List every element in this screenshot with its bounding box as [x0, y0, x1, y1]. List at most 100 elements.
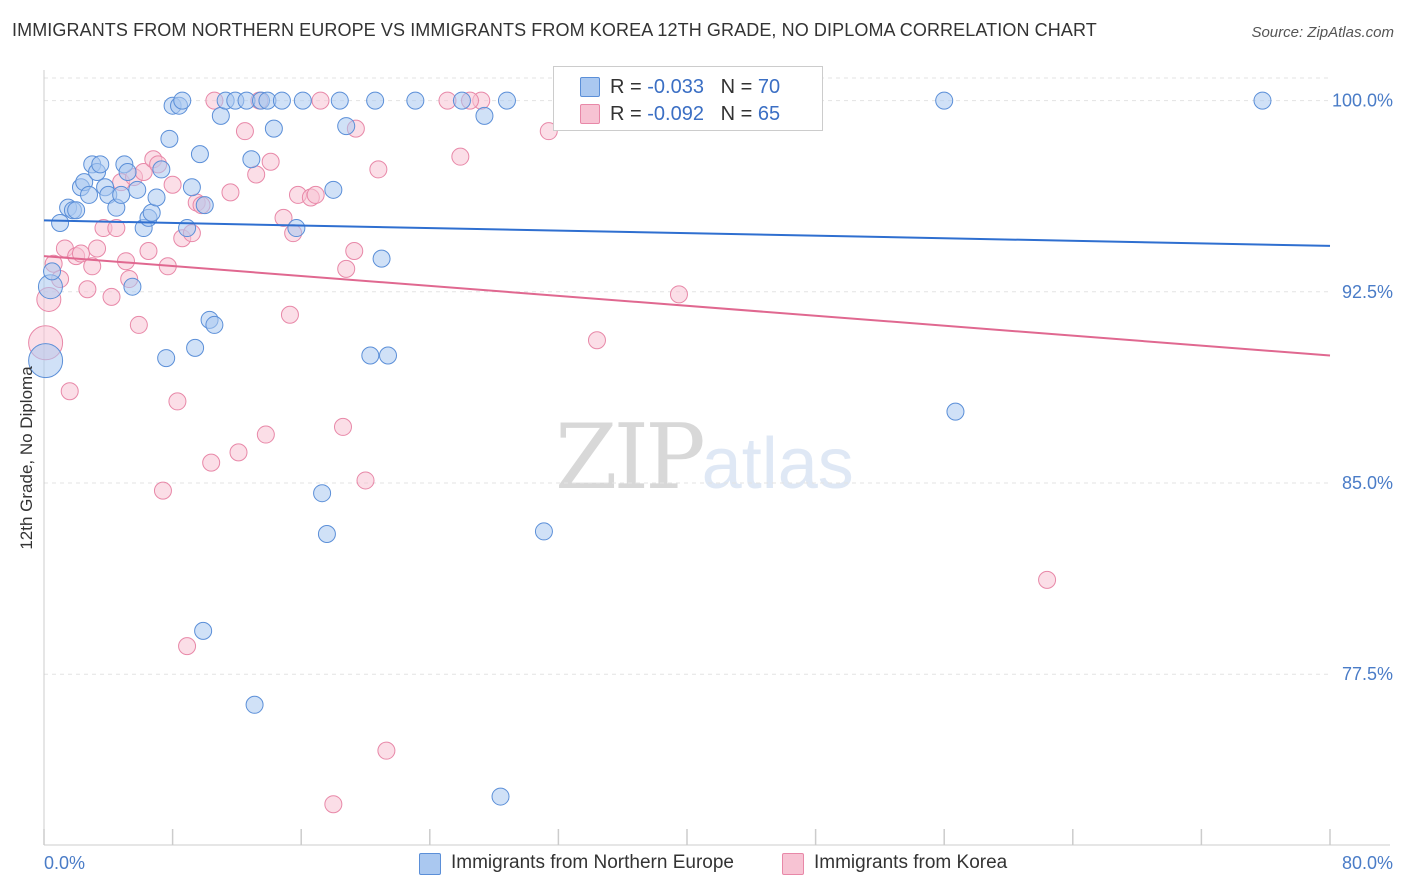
- korea-point[interactable]: [333, 417, 352, 436]
- korea-point[interactable]: [369, 160, 388, 179]
- northern-europe-point[interactable]: [337, 117, 356, 136]
- korea-point[interactable]: [311, 91, 330, 110]
- stats-legend: R = -0.033 N = 70 R = -0.092 N = 65: [553, 66, 823, 131]
- northern-europe-point[interactable]: [406, 91, 425, 110]
- northern-europe-point[interactable]: [28, 343, 64, 379]
- korea-point[interactable]: [229, 443, 248, 462]
- korea-point[interactable]: [274, 208, 293, 227]
- northern-europe-point[interactable]: [128, 180, 147, 199]
- korea-point[interactable]: [153, 481, 172, 500]
- korea-point[interactable]: [78, 280, 97, 299]
- korea-point[interactable]: [88, 239, 107, 258]
- northern-europe-point[interactable]: [1253, 91, 1272, 110]
- korea-point[interactable]: [377, 741, 396, 760]
- northern-europe-point[interactable]: [242, 150, 261, 169]
- northern-europe-point[interactable]: [935, 91, 954, 110]
- northern-europe-point[interactable]: [211, 106, 230, 125]
- northern-europe-point[interactable]: [330, 91, 349, 110]
- korea-point[interactable]: [345, 242, 364, 261]
- legend-n-label-blue: N =: [720, 76, 758, 98]
- northern-europe-point[interactable]: [152, 160, 171, 179]
- northern-europe-point[interactable]: [245, 695, 264, 714]
- northern-europe-point[interactable]: [80, 185, 99, 204]
- northern-europe-point[interactable]: [178, 219, 197, 238]
- korea-point[interactable]: [221, 183, 240, 202]
- watermark-atlas: atlas: [701, 424, 854, 504]
- legend-stats-pink: R = -0.092 N = 65: [610, 103, 780, 126]
- korea-point[interactable]: [247, 165, 266, 184]
- legend-swatch-pink: [580, 104, 600, 124]
- northern-europe-point[interactable]: [946, 402, 965, 421]
- northern-europe-point[interactable]: [366, 91, 385, 110]
- y-tick-label: 92.5%: [1342, 282, 1393, 302]
- northern-europe-point[interactable]: [287, 219, 306, 238]
- korea-point[interactable]: [178, 637, 197, 656]
- korea-point[interactable]: [261, 152, 280, 171]
- northern-europe-point[interactable]: [379, 346, 398, 365]
- northern-europe-point[interactable]: [91, 155, 110, 174]
- northern-europe-point[interactable]: [157, 349, 176, 368]
- chart-title: IMMIGRANTS FROM NORTHERN EUROPE VS IMMIG…: [12, 20, 1097, 40]
- northern-europe-point[interactable]: [497, 91, 516, 110]
- northern-europe-point[interactable]: [372, 249, 391, 268]
- korea-point[interactable]: [129, 315, 148, 334]
- northern-europe-point[interactable]: [112, 185, 131, 204]
- northern-europe-point[interactable]: [264, 119, 283, 138]
- northern-europe-point[interactable]: [173, 91, 192, 110]
- northern-europe-point[interactable]: [67, 201, 86, 220]
- y-tick-label: 85.0%: [1342, 473, 1393, 493]
- korea-point[interactable]: [356, 471, 375, 490]
- korea-point[interactable]: [168, 392, 187, 411]
- northern-europe-point[interactable]: [491, 787, 510, 806]
- korea-point[interactable]: [306, 185, 325, 204]
- korea-point[interactable]: [102, 287, 121, 306]
- korea-point[interactable]: [235, 122, 254, 141]
- northern-europe-point[interactable]: [272, 91, 291, 110]
- bottom-legend-swatch-blue: [419, 853, 441, 875]
- korea-point[interactable]: [1038, 570, 1057, 589]
- northern-europe-point[interactable]: [160, 129, 179, 148]
- source-label: Source: ZipAtlas.com: [1251, 24, 1394, 41]
- korea-point[interactable]: [280, 305, 299, 324]
- northern-europe-point[interactable]: [147, 188, 166, 207]
- northern-europe-point[interactable]: [317, 524, 336, 543]
- korea-point[interactable]: [669, 285, 688, 304]
- northern-europe-point[interactable]: [313, 484, 332, 503]
- northern-europe-point[interactable]: [324, 180, 343, 199]
- legend-r-label-blue: R =: [610, 76, 648, 98]
- northern-europe-point[interactable]: [452, 91, 471, 110]
- northern-europe-point[interactable]: [194, 621, 213, 640]
- northern-europe-point[interactable]: [205, 315, 224, 334]
- northern-europe-point[interactable]: [118, 162, 137, 181]
- northern-europe-point[interactable]: [361, 346, 380, 365]
- bottom-legend-label-blue: Immigrants from Northern Europe: [451, 852, 734, 873]
- watermark-zip: ZIP: [555, 405, 706, 510]
- korea-point[interactable]: [83, 257, 102, 276]
- northern-europe-point[interactable]: [195, 196, 214, 215]
- watermark: ZIPatlas: [555, 405, 854, 510]
- korea-point[interactable]: [324, 795, 343, 814]
- korea-point[interactable]: [163, 175, 182, 194]
- northern-europe-point[interactable]: [534, 522, 553, 541]
- korea-point[interactable]: [451, 147, 470, 166]
- legend-stats-blue: R = -0.033 N = 70: [610, 76, 780, 99]
- northern-europe-point[interactable]: [182, 178, 201, 197]
- northern-europe-point[interactable]: [475, 106, 494, 125]
- korea-point[interactable]: [587, 331, 606, 350]
- legend-r-value-blue: -0.033: [647, 76, 704, 98]
- northern-europe-point[interactable]: [293, 91, 312, 110]
- northern-europe-point[interactable]: [43, 262, 62, 281]
- korea-point[interactable]: [107, 219, 126, 238]
- korea-point[interactable]: [60, 382, 79, 401]
- northern-europe-point[interactable]: [123, 277, 142, 296]
- northern-europe-point[interactable]: [190, 145, 209, 164]
- korea-point[interactable]: [256, 425, 275, 444]
- northern-europe-point[interactable]: [142, 203, 161, 222]
- legend-n-label-pink: N =: [720, 103, 758, 125]
- korea-point[interactable]: [337, 259, 356, 278]
- korea-point[interactable]: [202, 453, 221, 472]
- northern-europe-point[interactable]: [186, 338, 205, 357]
- trend-lines: [43, 219, 1331, 357]
- northern-europe-point[interactable]: [51, 213, 70, 232]
- korea-point[interactable]: [139, 242, 158, 261]
